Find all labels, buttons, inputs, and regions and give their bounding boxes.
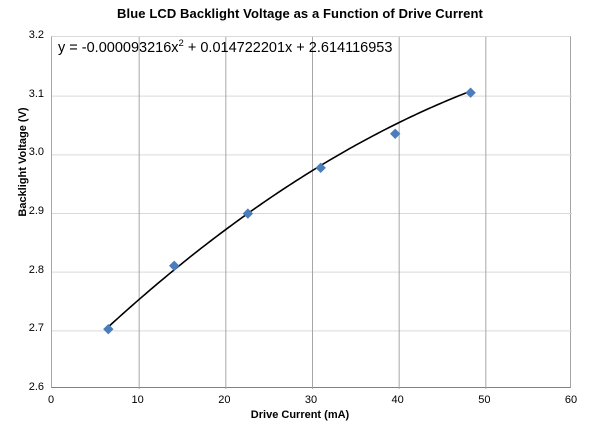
data-point-markers bbox=[103, 87, 476, 335]
data-point-marker bbox=[465, 87, 476, 98]
y-axis-tick-label: 3.2 bbox=[28, 29, 44, 41]
vertical-gridlines bbox=[138, 37, 487, 389]
y-axis-tick-label: 2.9 bbox=[28, 205, 44, 217]
data-point-marker bbox=[390, 128, 401, 139]
data-point-marker bbox=[103, 323, 114, 335]
chart-title: Blue LCD Backlight Voltage as a Function… bbox=[117, 6, 483, 21]
x-axis-title: Drive Current (mA) bbox=[250, 409, 350, 421]
plot-area bbox=[51, 36, 572, 389]
x-axis-tick-label: 30 bbox=[304, 394, 318, 406]
x-axis-tick-label: 40 bbox=[391, 394, 404, 406]
x-axis-tick-label: 50 bbox=[478, 394, 491, 406]
y-axis-tick-label: 2.6 bbox=[28, 381, 44, 393]
x-axis-tick-label: 10 bbox=[131, 394, 144, 406]
y-axis-tick-label: 3.0 bbox=[28, 146, 44, 159]
plot-svg bbox=[52, 37, 572, 389]
x-axis-tick-label: 0 bbox=[47, 394, 55, 406]
y-axis-tick-label: 3.1 bbox=[28, 87, 44, 100]
equation-exponent: 2 bbox=[178, 38, 184, 50]
trendline bbox=[107, 90, 471, 328]
data-point-marker bbox=[169, 260, 180, 271]
x-axis-tick-label: 60 bbox=[564, 394, 578, 406]
y-axis-tick-label: 2.7 bbox=[28, 322, 44, 335]
x-axis-tick-label: 20 bbox=[218, 394, 231, 406]
equation-suffix: + 0.014722201x + 2.614116953 bbox=[183, 40, 393, 56]
equation-prefix: y = -0.000093216x bbox=[58, 40, 179, 56]
y-axis-title: Backlight Voltage (V) bbox=[17, 107, 29, 217]
y-axis-tick-label: 2.8 bbox=[28, 263, 44, 276]
data-point-marker bbox=[242, 208, 254, 219]
data-point-marker bbox=[315, 162, 326, 174]
trendline-equation-label: y = -0.000093216x2 + 0.014722201x + 2.61… bbox=[58, 38, 393, 56]
